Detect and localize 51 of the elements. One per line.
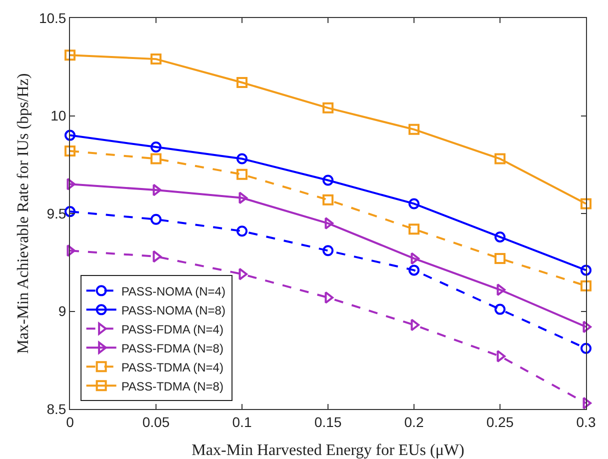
- point: [322, 174, 334, 186]
- point: [496, 350, 506, 362]
- y-tick-label: 10: [50, 108, 66, 124]
- point: [494, 153, 506, 164]
- point: [408, 224, 420, 235]
- point: [408, 264, 420, 276]
- x-tick-label: 0.25: [486, 414, 514, 430]
- y-tick-label: 8.5: [46, 400, 66, 417]
- y-tick-label: 10.5: [38, 10, 66, 26]
- legend-label: PASS-NOMA (N=8): [121, 303, 226, 318]
- x-tick-label: 0.2: [404, 414, 424, 430]
- point: [580, 342, 592, 354]
- x-tick-label: 0.1: [232, 414, 252, 430]
- point: [236, 168, 248, 180]
- x-tick-label: 0.05: [142, 414, 170, 430]
- x-tick-label: 0.3: [576, 414, 596, 430]
- point: [150, 214, 162, 225]
- point: [580, 198, 592, 210]
- y-axis-title: Max-Min Achievable Rate for IUs (bps/Hz): [15, 73, 32, 354]
- point: [150, 153, 162, 164]
- y-tick-label: 9: [58, 303, 66, 320]
- y-tick-label: 9.5: [46, 205, 66, 222]
- x-tick-label: 0.15: [314, 414, 342, 430]
- point: [150, 54, 162, 65]
- legend-label: PASS-NOMA (N=4): [121, 284, 226, 298]
- point: [324, 217, 334, 230]
- point: [236, 77, 248, 88]
- point: [64, 50, 76, 61]
- point: [236, 226, 248, 237]
- point: [408, 198, 420, 210]
- point: [64, 145, 76, 156]
- legend-label: PASS-TDMA (N=8): [121, 379, 224, 394]
- point: [580, 264, 592, 276]
- point: [236, 153, 248, 164]
- point: [322, 102, 334, 114]
- point: [496, 284, 506, 296]
- point: [494, 231, 506, 242]
- point: [64, 130, 76, 141]
- point: [322, 194, 334, 206]
- legend-label: PASS-TDMA (N=4): [121, 360, 224, 374]
- x-tick-label: 0: [66, 414, 74, 430]
- legend-label: PASS-FDMA (N=4): [121, 322, 224, 336]
- point: [322, 245, 334, 256]
- point: [494, 304, 506, 315]
- legend-label: PASS-FDMA (N=8): [121, 341, 224, 356]
- point: [580, 280, 592, 292]
- point: [64, 206, 76, 218]
- point: [150, 142, 162, 153]
- point: [494, 252, 506, 264]
- point: [408, 124, 420, 135]
- x-axis-title: Max-Min Harvested Energy for EUs (μW): [192, 442, 464, 459]
